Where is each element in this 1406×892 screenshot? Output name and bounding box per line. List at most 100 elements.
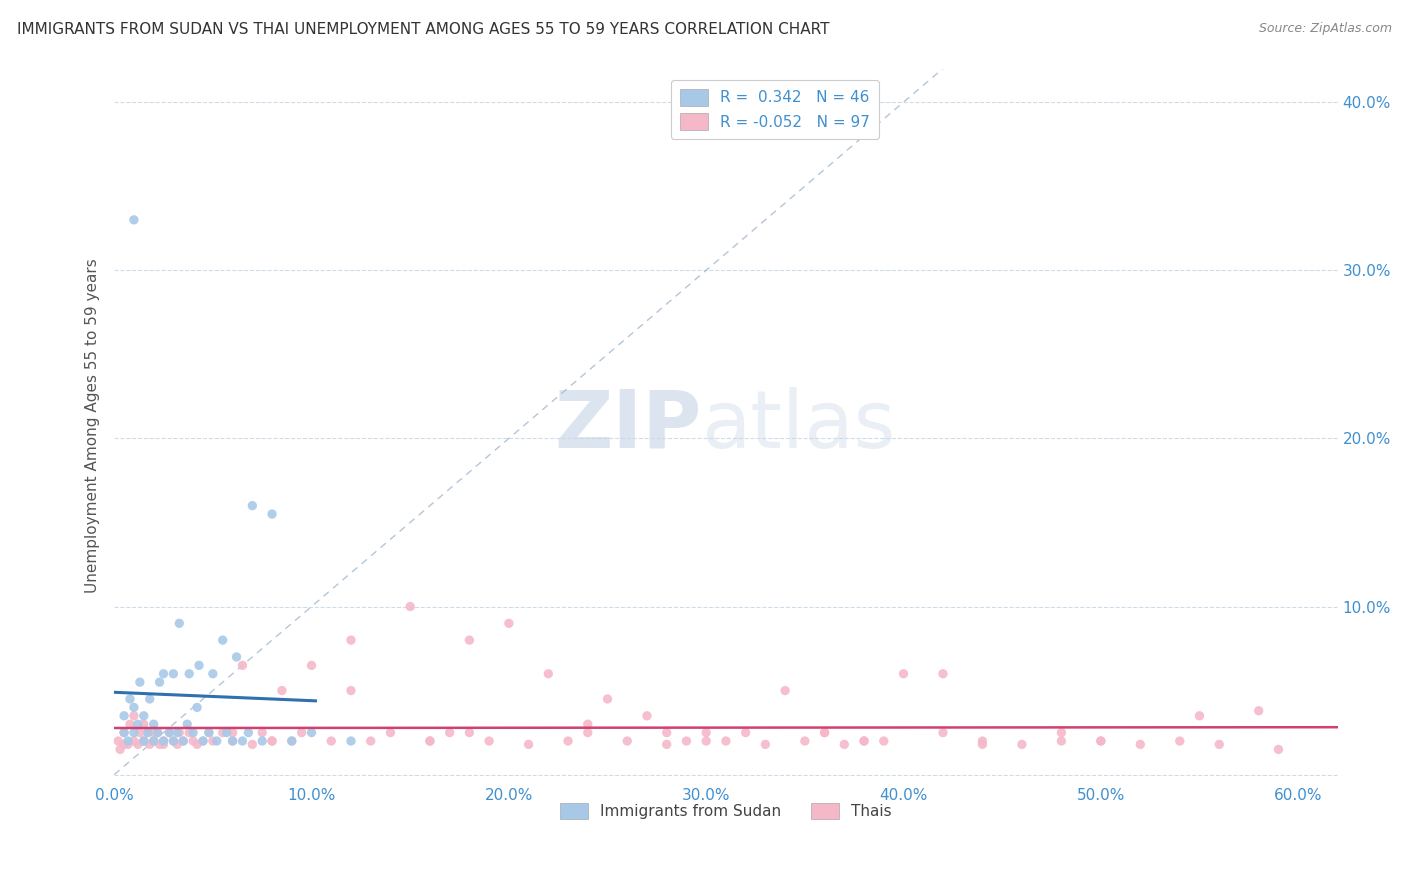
- Point: [117, 734, 139, 748]
- Point: [231, 658, 253, 673]
- Point: [576, 725, 599, 739]
- Point: [152, 734, 174, 748]
- Legend: Immigrants from Sudan, Thais: Immigrants from Sudan, Thais: [554, 797, 898, 825]
- Point: [148, 737, 170, 751]
- Point: [458, 725, 481, 739]
- Point: [112, 737, 135, 751]
- Point: [142, 725, 165, 739]
- Point: [1129, 737, 1152, 751]
- Point: [132, 717, 155, 731]
- Point: [117, 737, 139, 751]
- Point: [813, 725, 835, 739]
- Point: [132, 734, 155, 748]
- Text: Source: ZipAtlas.com: Source: ZipAtlas.com: [1258, 22, 1392, 36]
- Point: [1188, 708, 1211, 723]
- Point: [271, 683, 294, 698]
- Point: [260, 507, 283, 521]
- Point: [128, 725, 150, 739]
- Point: [1247, 704, 1270, 718]
- Point: [159, 725, 181, 739]
- Point: [221, 725, 243, 739]
- Point: [201, 666, 224, 681]
- Point: [616, 734, 638, 748]
- Point: [152, 666, 174, 681]
- Point: [122, 725, 145, 739]
- Point: [321, 734, 343, 748]
- Point: [112, 725, 135, 739]
- Point: [1011, 737, 1033, 751]
- Point: [122, 708, 145, 723]
- Text: IMMIGRANTS FROM SUDAN VS THAI UNEMPLOYMENT AMONG AGES 55 TO 59 YEARS CORRELATION: IMMIGRANTS FROM SUDAN VS THAI UNEMPLOYME…: [17, 22, 830, 37]
- Point: [148, 675, 170, 690]
- Point: [181, 734, 204, 748]
- Point: [205, 734, 228, 748]
- Point: [108, 742, 131, 756]
- Point: [240, 737, 263, 751]
- Point: [166, 725, 188, 739]
- Point: [240, 499, 263, 513]
- Point: [188, 658, 211, 673]
- Point: [162, 734, 184, 748]
- Point: [179, 725, 201, 739]
- Point: [636, 708, 658, 723]
- Point: [127, 737, 149, 751]
- Point: [972, 734, 994, 748]
- Point: [238, 725, 260, 739]
- Text: atlas: atlas: [702, 387, 896, 465]
- Point: [932, 666, 955, 681]
- Point: [169, 725, 191, 739]
- Point: [122, 700, 145, 714]
- Point: [146, 725, 169, 739]
- Point: [695, 725, 717, 739]
- Point: [127, 717, 149, 731]
- Point: [172, 734, 194, 748]
- Point: [340, 683, 363, 698]
- Point: [655, 725, 678, 739]
- Point: [1050, 725, 1073, 739]
- Point: [122, 734, 145, 748]
- Point: [773, 683, 796, 698]
- Point: [498, 616, 520, 631]
- Point: [301, 725, 323, 739]
- Point: [439, 725, 461, 739]
- Point: [853, 734, 876, 748]
- Point: [112, 708, 135, 723]
- Point: [734, 725, 756, 739]
- Point: [1050, 734, 1073, 748]
- Point: [136, 725, 159, 739]
- Point: [159, 725, 181, 739]
- Point: [380, 725, 402, 739]
- Point: [169, 616, 191, 631]
- Point: [128, 675, 150, 690]
- Point: [118, 717, 141, 731]
- Point: [221, 734, 243, 748]
- Point: [118, 692, 141, 706]
- Point: [834, 737, 856, 751]
- Point: [260, 734, 283, 748]
- Point: [793, 734, 815, 748]
- Point: [675, 734, 697, 748]
- Point: [893, 666, 915, 681]
- Point: [112, 725, 135, 739]
- Point: [181, 725, 204, 739]
- Point: [162, 734, 184, 748]
- Point: [191, 734, 214, 748]
- Point: [179, 666, 201, 681]
- Point: [1090, 734, 1112, 748]
- Point: [360, 734, 382, 748]
- Point: [122, 212, 145, 227]
- Point: [152, 734, 174, 748]
- Point: [186, 737, 208, 751]
- Point: [754, 737, 776, 751]
- Point: [813, 725, 835, 739]
- Point: [281, 734, 304, 748]
- Point: [198, 725, 221, 739]
- Point: [281, 734, 304, 748]
- Point: [301, 658, 323, 673]
- Point: [152, 737, 174, 751]
- Point: [211, 633, 233, 648]
- Y-axis label: Unemployment Among Ages 55 to 59 years: Unemployment Among Ages 55 to 59 years: [86, 259, 100, 593]
- Point: [231, 734, 253, 748]
- Point: [250, 734, 273, 748]
- Point: [1208, 737, 1230, 751]
